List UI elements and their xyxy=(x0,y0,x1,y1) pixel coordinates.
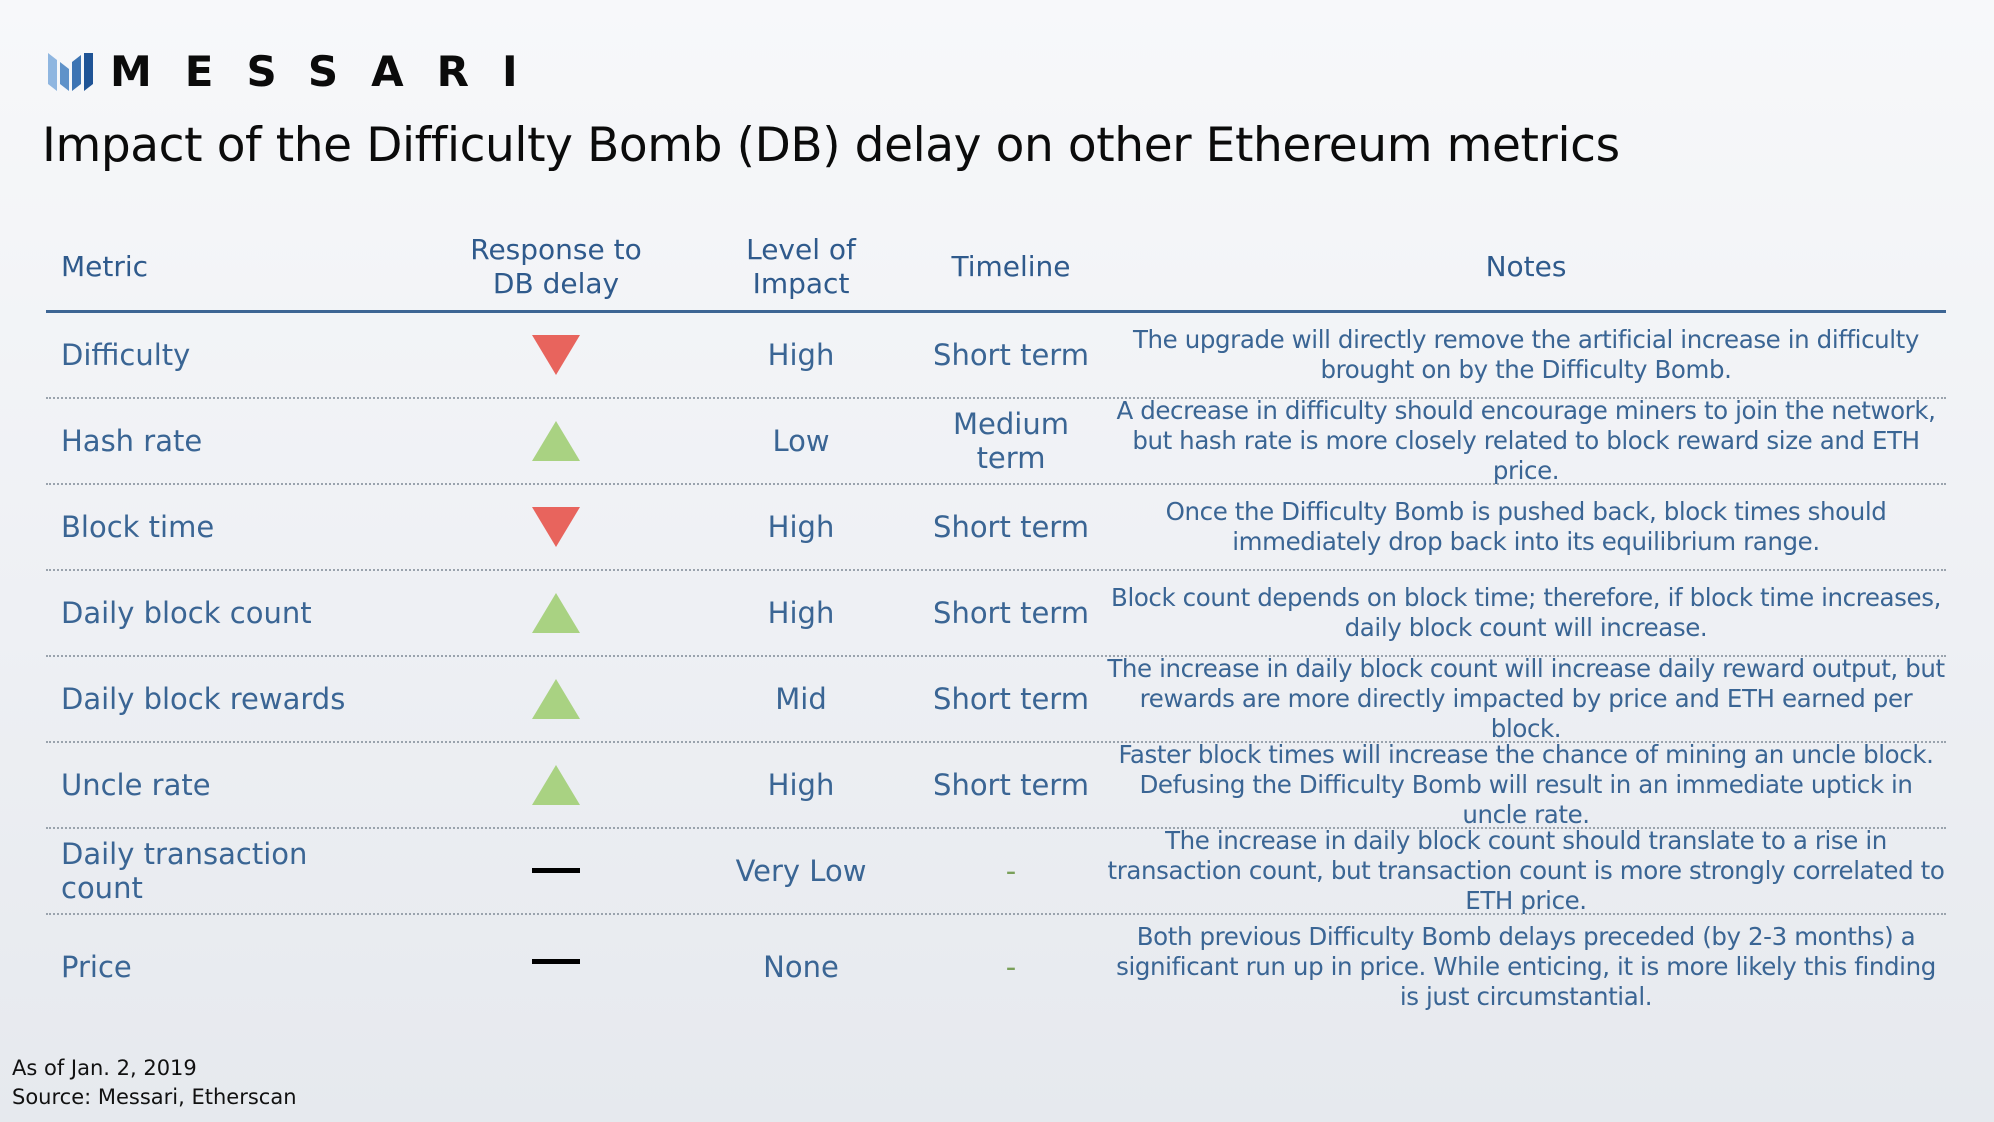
table-row: Difficulty High Short term The upgrade will… xyxy=(46,313,1946,399)
up-triangle-icon xyxy=(532,421,580,461)
response-cell xyxy=(386,915,726,1019)
col-header-level: Level of Impact xyxy=(746,233,856,300)
up-triangle-icon xyxy=(532,679,580,719)
table-row: Price None - Both previous Difficulty Bomb … xyxy=(46,915,1946,1019)
response-cell xyxy=(386,571,726,655)
col-header-metric: Metric xyxy=(61,250,149,283)
response-cell xyxy=(386,485,726,569)
dash-icon xyxy=(532,868,580,873)
table-row: Daily block count High Short term Block cou… xyxy=(46,571,1946,657)
response-cell xyxy=(386,657,726,741)
level-cell: None xyxy=(763,950,839,984)
level-cell: Very Low xyxy=(735,854,867,888)
timeline-cell: Short term xyxy=(933,768,1089,802)
timeline-cell: Short term xyxy=(933,682,1089,716)
messari-logo-icon xyxy=(48,53,93,91)
response-cell xyxy=(386,399,726,483)
col-header-notes: Notes xyxy=(1485,250,1567,283)
metric-cell: Daily block rewards xyxy=(61,682,346,716)
response-cell xyxy=(386,313,726,397)
notes-cell: Once the Difficulty Bomb is pushed back,… xyxy=(1165,497,1887,556)
down-triangle-icon xyxy=(532,335,580,375)
metric-cell: Uncle rate xyxy=(61,768,211,802)
logo-wordmark: MESSARI xyxy=(110,47,551,96)
messari-logo: MESSARI xyxy=(48,50,551,94)
timeline-cell: Short term xyxy=(933,510,1089,544)
timeline-cell: Medium term xyxy=(953,407,1069,475)
notes-cell: A decrease in difficulty should encourag… xyxy=(1116,396,1936,485)
level-cell: High xyxy=(767,510,835,544)
level-cell: Low xyxy=(772,424,830,458)
table-row: Hash rate Low Medium term A decrease in dif… xyxy=(46,396,1946,485)
dash-icon xyxy=(532,959,580,964)
source-note: Source: Messari, Etherscan xyxy=(12,1085,297,1109)
timeline-cell: Short term xyxy=(933,596,1089,630)
timeline-cell: Short term xyxy=(933,338,1089,372)
metric-cell: Difficulty xyxy=(61,338,191,372)
table-body: Difficulty High Short term The upgrade will… xyxy=(46,313,1946,1019)
table-header: Metric Response to DB delay Level of Imp… xyxy=(46,224,1946,313)
notes-cell: Both previous Difficulty Bomb delays pre… xyxy=(1116,922,1936,1011)
footer: As of Jan. 2, 2019 Source: Messari, Ethe… xyxy=(12,1054,297,1112)
notes-cell: The upgrade will directly remove the art… xyxy=(1132,325,1919,384)
page-title: Impact of the Difficulty Bomb (DB) delay… xyxy=(42,118,1620,173)
notes-cell: Block count depends on block time; there… xyxy=(1111,583,1941,642)
level-cell: High xyxy=(767,596,835,630)
table-row: Daily block rewards Mid Short term The incr… xyxy=(46,654,1946,743)
notes-cell: Faster block times will increase the cha… xyxy=(1118,740,1934,829)
as-of-date: As of Jan. 2, 2019 xyxy=(12,1056,197,1080)
level-cell: High xyxy=(767,338,835,372)
impact-table: Metric Response to DB delay Level of Imp… xyxy=(46,224,1946,1019)
metric-cell: Daily transaction count xyxy=(61,837,308,905)
table-row: Daily transaction count Very Low - The incr… xyxy=(46,826,1946,915)
level-cell: High xyxy=(767,768,835,802)
table-row: Uncle rate High Short term Faster block tim… xyxy=(46,740,1946,829)
level-cell: Mid xyxy=(775,682,827,716)
metric-cell: Daily block count xyxy=(61,596,312,630)
timeline-cell: - xyxy=(1005,854,1017,888)
response-cell xyxy=(386,829,726,913)
col-header-timeline: Timeline xyxy=(951,250,1071,283)
col-header-response: Response to DB delay xyxy=(470,233,642,300)
metric-cell: Hash rate xyxy=(61,424,203,458)
notes-cell: The increase in daily block count should… xyxy=(1107,826,1945,915)
metric-cell: Price xyxy=(61,950,132,984)
down-triangle-icon xyxy=(532,507,580,547)
metric-cell: Block time xyxy=(61,510,215,544)
notes-cell: The increase in daily block count will i… xyxy=(1107,654,1945,743)
up-triangle-icon xyxy=(532,765,580,805)
response-cell xyxy=(386,743,726,827)
timeline-cell: - xyxy=(1005,950,1017,984)
table-row: Block time High Short term Once the Difficu… xyxy=(46,485,1946,571)
up-triangle-icon xyxy=(532,593,580,633)
